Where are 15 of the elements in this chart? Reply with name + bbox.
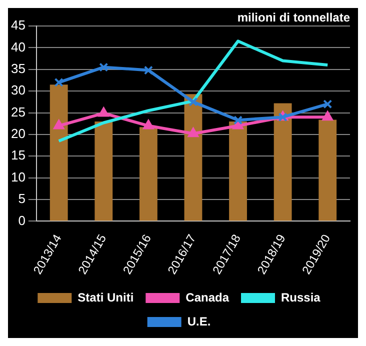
- y-tick-label: 30: [10, 82, 26, 98]
- legend-label: U.E.: [187, 314, 211, 328]
- y-axis-title: milioni di tonnellate: [237, 10, 350, 24]
- legend-label: Canada: [186, 290, 230, 304]
- y-tick-label: 5: [18, 191, 26, 206]
- y-tick-label: 40: [10, 39, 26, 54]
- y-tick-label: 0: [18, 212, 26, 228]
- y-tick-label: 15: [10, 148, 26, 163]
- legend-label: Stati Uniti: [78, 290, 134, 304]
- y-tick-label: 20: [10, 126, 26, 142]
- y-tick-label: 45: [10, 18, 26, 33]
- y-tick-label: 25: [10, 104, 26, 120]
- legend-label: Russia: [280, 290, 321, 304]
- y-tick-label: 10: [10, 169, 26, 184]
- y-tick-label: 35: [10, 60, 26, 76]
